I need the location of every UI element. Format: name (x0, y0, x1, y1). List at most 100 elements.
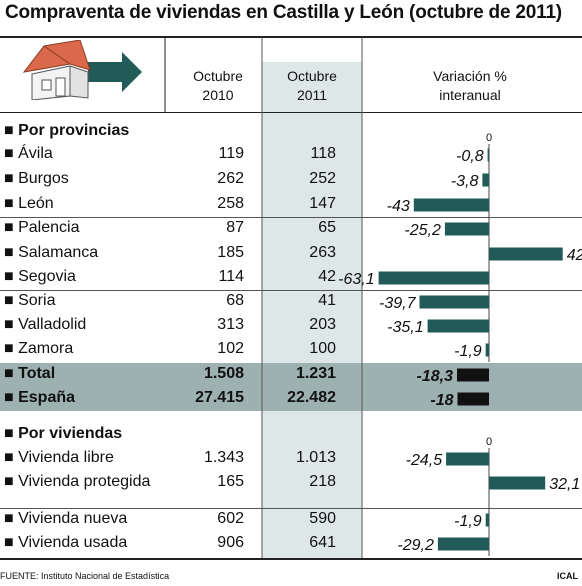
value-oct-2011: 1.231 (295, 365, 336, 382)
value-oct-2010: 602 (217, 510, 244, 527)
variation-data-label: -18,3 (417, 368, 454, 385)
group-separator (0, 290, 582, 291)
value-oct-2010: 262 (217, 170, 244, 187)
row-label-text: Soria (18, 292, 56, 309)
header-divider (0, 112, 582, 113)
header-oct-2011-line2: 2011 (296, 87, 328, 103)
bullet-square-icon: ■ (4, 145, 19, 162)
header-variacion-line2: interanual (439, 87, 501, 103)
value-oct-2011: 118 (310, 145, 336, 162)
row-label: ■ Vivienda usada (4, 534, 127, 552)
variation-data-label: -1,9 (454, 343, 482, 360)
bullet-square-icon: ■ (4, 268, 19, 285)
header-oct-2010-line2: 2010 (202, 87, 234, 103)
value-oct-2010: 185 (217, 244, 244, 261)
value-oct-2010: 114 (218, 268, 244, 285)
value-oct-2010: 87 (226, 219, 244, 236)
variation-data-label: -35,1 (387, 319, 423, 336)
variation-bar (489, 476, 546, 490)
variation-bar (446, 452, 489, 466)
variation-bar (444, 222, 489, 236)
zero-axis-label: 0 (486, 132, 492, 144)
source-note: FUENTE: Instituto Nacional de Estadístic… (0, 571, 170, 581)
section-title-provincias-text: Por provincias (18, 122, 130, 139)
value-oct-2010: 119 (218, 145, 244, 162)
variation-data-label: -24,5 (406, 452, 443, 469)
bullet-square-icon: ■ (4, 389, 19, 406)
value-oct-2010: 102 (217, 340, 244, 357)
credit-label: ICAL (557, 571, 578, 581)
bullet-square-icon: ■ (4, 244, 19, 261)
variation-data-label: -43 (387, 198, 410, 215)
chart-title: Compraventa de viviendas en Castilla y L… (5, 2, 562, 23)
bullet-square-icon: ■ (4, 449, 19, 466)
bullet-square-icon: ■ (4, 219, 19, 236)
value-oct-2010: 68 (226, 292, 244, 309)
value-oct-2011: 42 (318, 268, 336, 285)
value-oct-2011: 252 (309, 170, 336, 187)
section-title-viviendas-text: Por viviendas (18, 425, 123, 442)
variation-bar (378, 271, 489, 285)
row-label-text: Vivienda nueva (18, 510, 128, 527)
variation-bar (485, 513, 489, 527)
row-label: ■ Burgos (4, 170, 69, 188)
row-label: ■ Soria (4, 292, 55, 310)
variation-data-label: -63,1 (338, 271, 374, 288)
header-variacion-line1: Variación % (433, 68, 507, 84)
bullet-square-icon: ■ (4, 170, 19, 187)
row-label: ■ Salamanca (4, 244, 98, 262)
variation-data-label: -0,8 (456, 148, 484, 165)
value-oct-2011: 100 (309, 340, 336, 357)
value-oct-2011: 203 (309, 316, 336, 333)
variation-data-label: -3,8 (451, 173, 479, 190)
row-label-text: León (18, 195, 54, 212)
row-label: ■ Vivienda libre (4, 449, 114, 467)
bullet-square-icon: ■ (4, 316, 19, 333)
variation-bar (427, 319, 489, 333)
header-oct-2010: Octubre 2010 (178, 67, 258, 105)
row-label: ■ Total (4, 365, 55, 383)
variation-data-label: -39,7 (379, 295, 417, 312)
section-title-viviendas: ■ Por viviendas (4, 425, 123, 442)
group-separator (0, 508, 582, 509)
variation-data-label: -25,2 (404, 222, 441, 239)
bullet-square-icon: ■ (4, 292, 19, 309)
row-label: ■ Vivienda nueva (4, 510, 127, 528)
highlight-column-2011 (262, 62, 362, 558)
row-label: ■ Zamora (4, 340, 73, 358)
value-oct-2011: 263 (309, 244, 336, 261)
section-title-provincias: ■ Por provincias (4, 122, 130, 139)
value-oct-2010: 906 (217, 534, 244, 551)
value-oct-2011: 641 (309, 534, 336, 551)
row-label: ■ Palencia (4, 219, 79, 237)
value-oct-2011: 41 (318, 292, 336, 309)
header-oct-2011: Octubre 2011 (264, 67, 360, 105)
variation-bar (487, 148, 490, 162)
group-separator (0, 217, 582, 218)
variation-bar (485, 343, 489, 357)
variation-bar (437, 537, 489, 551)
row-label-text: Vivienda protegida (18, 473, 151, 490)
row-label-text: Ávila (18, 145, 53, 162)
row-label-text: España (18, 389, 76, 406)
value-oct-2010: 27.415 (195, 389, 244, 406)
variation-data-label: 42,1 (567, 247, 582, 264)
bullet-square-icon: ■ (4, 510, 19, 527)
variation-bar (489, 247, 563, 261)
value-oct-2011: 147 (309, 195, 336, 212)
row-label: ■ Ávila (4, 145, 53, 163)
row-label-text: Zamora (18, 340, 74, 357)
row-label-text: Vivienda libre (18, 449, 114, 466)
row-label: ■ Segovia (4, 268, 76, 286)
value-oct-2011: 1.013 (295, 449, 336, 466)
header-oct-2010-line1: Octubre (193, 68, 243, 84)
value-oct-2011: 65 (318, 219, 336, 236)
variation-data-label: -1,9 (454, 513, 482, 530)
header-variacion: Variación % interanual (410, 67, 530, 105)
zero-axis-label: 0 (486, 436, 492, 448)
row-label-text: Burgos (18, 170, 69, 187)
row-label: ■ Vivienda protegida (4, 473, 150, 491)
variation-bar (482, 173, 489, 187)
row-label: ■ España (4, 389, 75, 407)
